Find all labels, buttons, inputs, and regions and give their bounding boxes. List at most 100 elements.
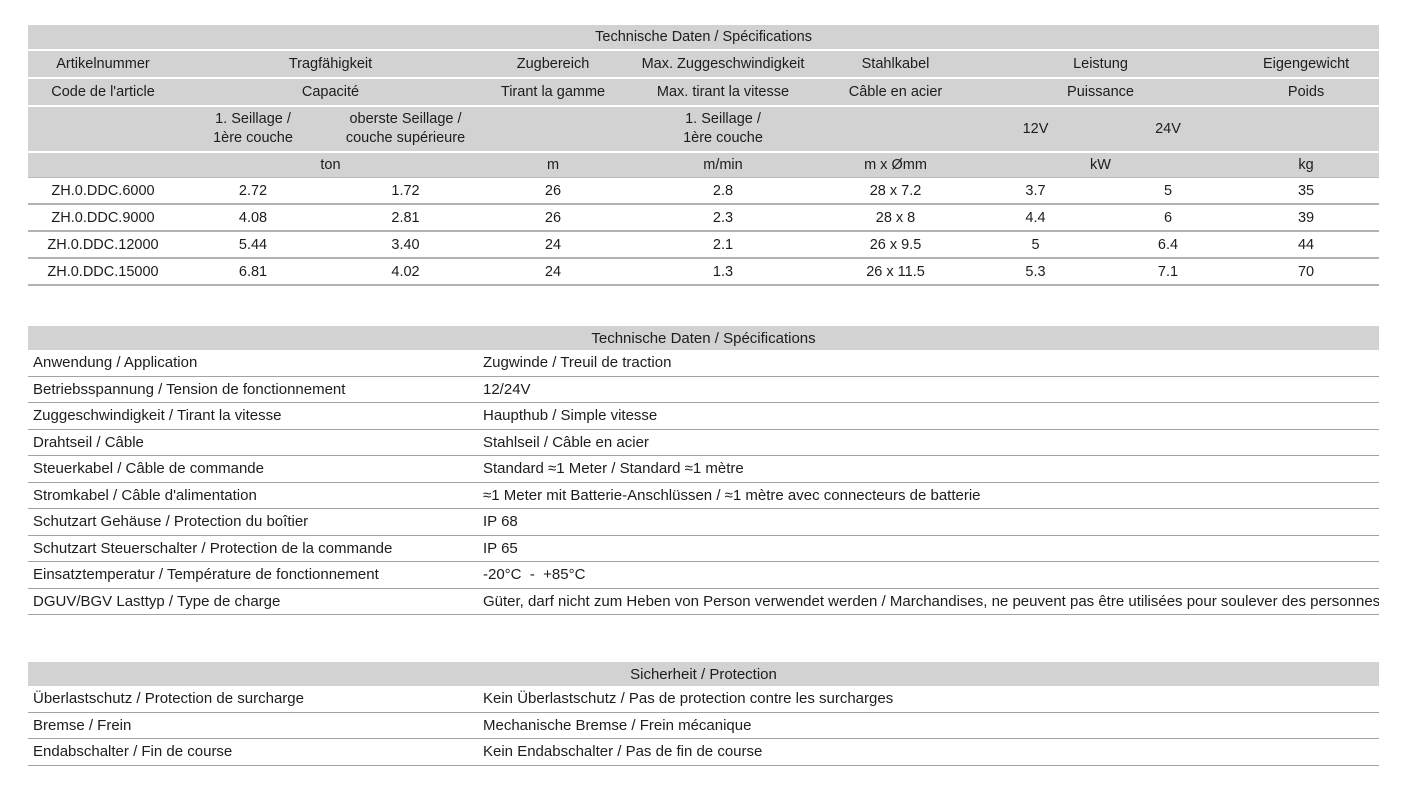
spec-label: Überlastschutz / Protection de surcharge: [28, 686, 483, 713]
product-spec-table: Technische Daten / Spécifications Artike…: [28, 25, 1380, 286]
power-12v-cell: 4.4: [968, 205, 1103, 232]
table-row: DGUV/BGV Lasttyp / Type de charge Güter,…: [28, 589, 1380, 615]
range-cell: 24: [483, 232, 623, 259]
table-row: Schutzart Steuerschalter / Protection de…: [28, 536, 1380, 562]
header-cable-fr: Câble en acier: [823, 79, 968, 107]
safety-title: Sicherheit / Protection: [28, 662, 1379, 686]
spec-label: Zuggeschwindigkeit / Tirant la vitesse: [28, 403, 483, 430]
unit-speed: m/min: [623, 153, 823, 178]
speed-cell: 2.1: [623, 232, 823, 259]
subheader-cable-empty: [823, 107, 968, 153]
range-cell: 26: [483, 178, 623, 205]
spec-value: Kein Überlastschutz / Pas de protection …: [483, 686, 1379, 713]
subheader-capacity-layer1: 1. Seillage / 1ère couche: [178, 107, 328, 153]
table-row: Einsatztemperatur / Température de fonct…: [28, 562, 1380, 589]
capacity-top-cell: 3.40: [328, 232, 483, 259]
table-row: Überlastschutz / Protection de surcharge…: [28, 686, 1379, 713]
spec-label: Drahtseil / Câble: [28, 430, 483, 456]
header-capacity-fr: Capacité: [178, 79, 483, 107]
table-row: ZH.0.DDC.15000 6.81 4.02 24 1.3 26 x 11.…: [28, 259, 1380, 286]
table-row: Bremse / Frein Mechanische Bremse / Frei…: [28, 713, 1379, 739]
spec-label: Steuerkabel / Câble de commande: [28, 456, 483, 483]
table-row: Steuerkabel / Câble de commande Standard…: [28, 456, 1380, 483]
table-row: Stromkabel / Câble d'alimentation ≈1 Met…: [28, 483, 1380, 509]
spec-value: IP 65: [483, 536, 1380, 562]
spec-label: Anwendung / Application: [28, 350, 483, 377]
spec-label: Schutzart Steuerschalter / Protection de…: [28, 536, 483, 562]
table-row: ZH.0.DDC.9000 4.08 2.81 26 2.3 28 x 8 4.…: [28, 205, 1380, 232]
spec-label: Bremse / Frein: [28, 713, 483, 739]
subheader-row: 1. Seillage / 1ère couche oberste Seilla…: [28, 107, 1380, 153]
spec-table-title: Technische Daten / Spécifications: [28, 25, 1380, 51]
unit-row: ton m m/min m x Ømm kW kg: [28, 153, 1380, 178]
header-weight-de: Eigengewicht: [1233, 51, 1380, 79]
capacity-top-cell: 1.72: [328, 178, 483, 205]
cable-cell: 26 x 11.5: [823, 259, 968, 286]
power-12v-cell: 5.3: [968, 259, 1103, 286]
capacity-layer1-cell: 5.44: [178, 232, 328, 259]
spec-label: DGUV/BGV Lasttyp / Type de charge: [28, 589, 483, 615]
speed-cell: 1.3: [623, 259, 823, 286]
article-cell: ZH.0.DDC.15000: [28, 259, 178, 286]
spec-value: IP 68: [483, 509, 1380, 536]
table-row: ZH.0.DDC.12000 5.44 3.40 24 2.1 26 x 9.5…: [28, 232, 1380, 259]
table-row: Anwendung / Application Zugwinde / Treui…: [28, 350, 1380, 377]
safety-table: Sicherheit / Protection Überlastschutz /…: [28, 662, 1379, 766]
table-row: Endabschalter / Fin de course Kein Endab…: [28, 739, 1379, 766]
table-row: Drahtseil / Câble Stahlseil / Câble en a…: [28, 430, 1380, 456]
cable-cell: 26 x 9.5: [823, 232, 968, 259]
power-12v-cell: 5: [968, 232, 1103, 259]
spec-label: Endabschalter / Fin de course: [28, 739, 483, 766]
article-cell: ZH.0.DDC.9000: [28, 205, 178, 232]
unit-power: kW: [968, 153, 1233, 178]
article-cell: ZH.0.DDC.6000: [28, 178, 178, 205]
header-article-fr: Code de l'article: [28, 79, 178, 107]
technical-data-title: Technische Daten / Spécifications: [28, 326, 1380, 350]
header-speed-fr: Max. tirant la vitesse: [623, 79, 823, 107]
weight-cell: 44: [1233, 232, 1380, 259]
subheader-12v: 12V: [968, 107, 1103, 153]
header-range-de: Zugbereich: [483, 51, 623, 79]
header-power-fr: Puissance: [968, 79, 1233, 107]
header-row-fr: Code de l'article Capacité Tirant la gam…: [28, 79, 1380, 107]
weight-cell: 35: [1233, 178, 1380, 205]
power-24v-cell: 7.1: [1103, 259, 1233, 286]
weight-cell: 39: [1233, 205, 1380, 232]
range-cell: 26: [483, 205, 623, 232]
spec-label: Einsatztemperatur / Température de fonct…: [28, 562, 483, 589]
header-weight-fr: Poids: [1233, 79, 1380, 107]
power-24v-cell: 5: [1103, 178, 1233, 205]
capacity-top-cell: 2.81: [328, 205, 483, 232]
capacity-layer1-cell: 6.81: [178, 259, 328, 286]
table-title-row: Sicherheit / Protection: [28, 662, 1379, 686]
subheader-capacity-top: oberste Seillage / couche supérieure: [328, 107, 483, 153]
header-range-fr: Tirant la gamme: [483, 79, 623, 107]
header-speed-de: Max. Zuggeschwindigkeit: [623, 51, 823, 79]
header-power-de: Leistung: [968, 51, 1233, 79]
capacity-layer1-cell: 4.08: [178, 205, 328, 232]
cable-cell: 28 x 7.2: [823, 178, 968, 205]
header-row-de: Artikelnummer Tragfähigkeit Zugbereich M…: [28, 51, 1380, 79]
speed-cell: 2.8: [623, 178, 823, 205]
unit-range: m: [483, 153, 623, 178]
table-title-row: Technische Daten / Spécifications: [28, 25, 1380, 51]
spec-value: Haupthub / Simple vitesse: [483, 403, 1380, 430]
power-24v-cell: 6.4: [1103, 232, 1233, 259]
spec-value: Kein Endabschalter / Pas de fin de cours…: [483, 739, 1379, 766]
technical-data-table: Technische Daten / Spécifications Anwend…: [28, 326, 1380, 615]
spec-value: Zugwinde / Treuil de traction: [483, 350, 1380, 377]
spec-value: 12/24V: [483, 377, 1380, 403]
header-capacity-de: Tragfähigkeit: [178, 51, 483, 79]
subheader-range-empty: [483, 107, 623, 153]
table-row: Schutzart Gehäuse / Protection du boîtie…: [28, 509, 1380, 536]
power-24v-cell: 6: [1103, 205, 1233, 232]
table-row: Zuggeschwindigkeit / Tirant la vitesse H…: [28, 403, 1380, 430]
weight-cell: 70: [1233, 259, 1380, 286]
unit-cable: m x Ømm: [823, 153, 968, 178]
table-title-row: Technische Daten / Spécifications: [28, 326, 1380, 350]
range-cell: 24: [483, 259, 623, 286]
cable-cell: 28 x 8: [823, 205, 968, 232]
subheader-speed-layer1: 1. Seillage / 1ère couche: [623, 107, 823, 153]
table-row: ZH.0.DDC.6000 2.72 1.72 26 2.8 28 x 7.2 …: [28, 178, 1380, 205]
